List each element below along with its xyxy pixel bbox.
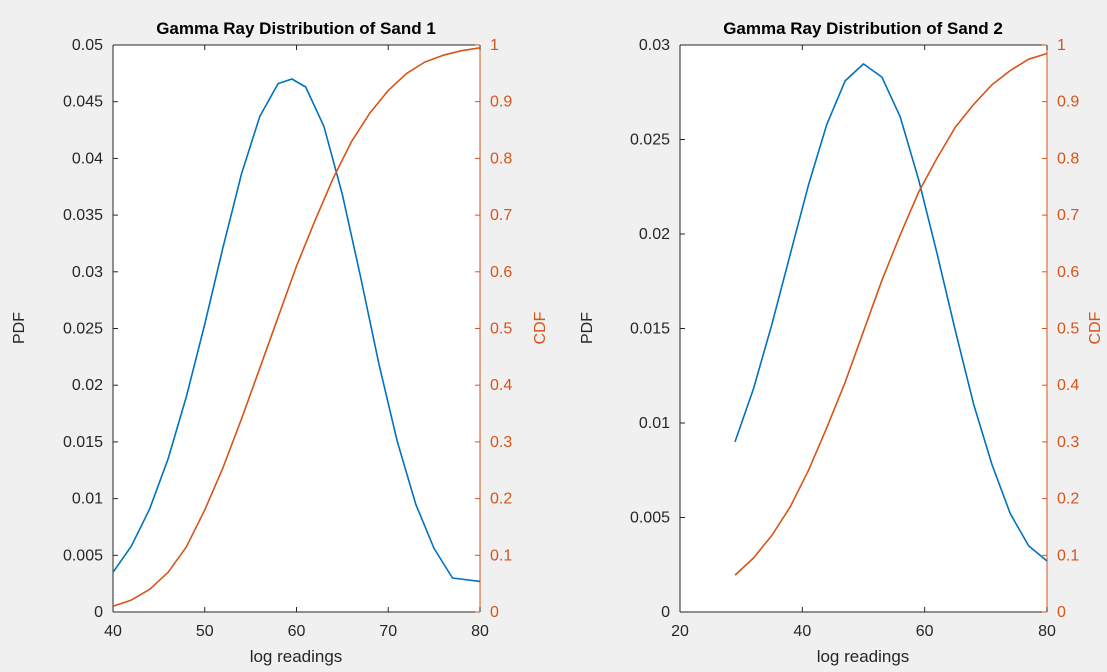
sand-2-title: Gamma Ray Distribution of Sand 2 <box>723 19 1003 38</box>
sand-2-left-ytick-label: 0.005 <box>630 510 670 527</box>
sand-2-left-ytick-label: 0.025 <box>630 132 670 149</box>
sand-1-right-ytick-label: 1 <box>490 37 499 54</box>
sand-1-xtick-label: 40 <box>104 623 122 640</box>
sand-1-left-ylabel: PDF <box>11 312 28 344</box>
sand-2-right-ytick-label: 0.1 <box>1057 547 1079 564</box>
sand-1-left-ytick-label: 0.045 <box>63 94 103 111</box>
sand-2-xtick-label: 60 <box>916 623 934 640</box>
sand-2-right-ytick-label: 0.5 <box>1057 321 1079 338</box>
sand-1-right-ytick-label: 0 <box>490 604 499 621</box>
sand-2-plot-area <box>680 45 1047 612</box>
sand-2-right-ylabel: CDF <box>1087 311 1104 344</box>
sand-1-chart: Gamma Ray Distribution of Sand 1 log rea… <box>11 19 549 666</box>
sand-1-right-ytick-label: 0.4 <box>490 377 512 394</box>
sand-2-cdf-line <box>734 52 1048 576</box>
sand-1-left-ytick-label: 0.015 <box>63 434 103 451</box>
sand-1-right-ytick-label: 0.7 <box>490 207 512 224</box>
sand-2-right-ytick-label: 0.8 <box>1057 150 1079 167</box>
sand-2-right-ytick-label: 0.4 <box>1057 377 1079 394</box>
sand-1-pdf-line <box>112 78 481 583</box>
sand-1-xtick-label: 50 <box>196 623 214 640</box>
sand-2-right-ytick-label: 0.9 <box>1057 94 1079 111</box>
sand-2-xtick-label: 40 <box>793 623 811 640</box>
sand-2-left-ytick-label: 0.01 <box>639 415 670 432</box>
sand-1-right-ytick-label: 0.2 <box>490 491 512 508</box>
sand-1-left-ytick-label: 0.035 <box>63 207 103 224</box>
sand-2-right-ytick-label: 0.2 <box>1057 491 1079 508</box>
sand-2-xtick-label: 20 <box>671 623 689 640</box>
sand-1-xtick-label: 80 <box>471 623 489 640</box>
sand-1-plot-area <box>113 45 480 612</box>
sand-2-right-ytick-label: 0.7 <box>1057 207 1079 224</box>
sand-1-left-ytick-label: 0.02 <box>72 377 103 394</box>
sand-1-title: Gamma Ray Distribution of Sand 1 <box>156 19 436 38</box>
sand-1-right-ytick-label: 0.6 <box>490 264 512 281</box>
sand-1-right-ylabel: CDF <box>532 311 549 344</box>
sand-2-left-ytick-label: 0.015 <box>630 321 670 338</box>
sand-2-xtick-label: 80 <box>1038 623 1056 640</box>
sand-1-left-ytick-label: 0.01 <box>72 491 103 508</box>
sand-1-left-ytick-label: 0.04 <box>72 150 103 167</box>
sand-1-left-ytick-label: 0 <box>94 604 103 621</box>
sand-1-right-ytick-label: 0.5 <box>490 321 512 338</box>
sand-2-left-ytick-label: 0.02 <box>639 226 670 243</box>
sand-1-right-ytick-label: 0.1 <box>490 547 512 564</box>
sand-2-pdf-line <box>734 63 1048 562</box>
sand-2-right-ytick-label: 1 <box>1057 37 1066 54</box>
sand-2-chart: Gamma Ray Distribution of Sand 2 log rea… <box>579 19 1104 666</box>
sand-2-right-ytick-label: 0.6 <box>1057 264 1079 281</box>
sand-2-right-ytick-label: 0 <box>1057 604 1066 621</box>
sand-2-xlabel: log readings <box>817 647 910 666</box>
sand-1-right-ytick-label: 0.8 <box>490 150 512 167</box>
sand-2-left-ylabel: PDF <box>579 312 596 344</box>
sand-1-left-ytick-label: 0.005 <box>63 547 103 564</box>
sand-2-right-ytick-label: 0.3 <box>1057 434 1079 451</box>
sand-1-left-ytick-label: 0.03 <box>72 264 103 281</box>
sand-1-cdf-line <box>112 47 481 608</box>
sand-1-right-ytick-label: 0.9 <box>490 94 512 111</box>
sand-1-xtick-label: 60 <box>288 623 306 640</box>
sand-1-xlabel: log readings <box>250 647 343 666</box>
sand-2-left-ytick-label: 0 <box>661 604 670 621</box>
sand-1-left-ytick-label: 0.05 <box>72 37 103 54</box>
sand-1-left-ytick-label: 0.025 <box>63 321 103 338</box>
sand-1-xtick-label: 70 <box>379 623 397 640</box>
sand-1-right-ytick-label: 0.3 <box>490 434 512 451</box>
sand-2-left-ytick-label: 0.03 <box>639 37 670 54</box>
